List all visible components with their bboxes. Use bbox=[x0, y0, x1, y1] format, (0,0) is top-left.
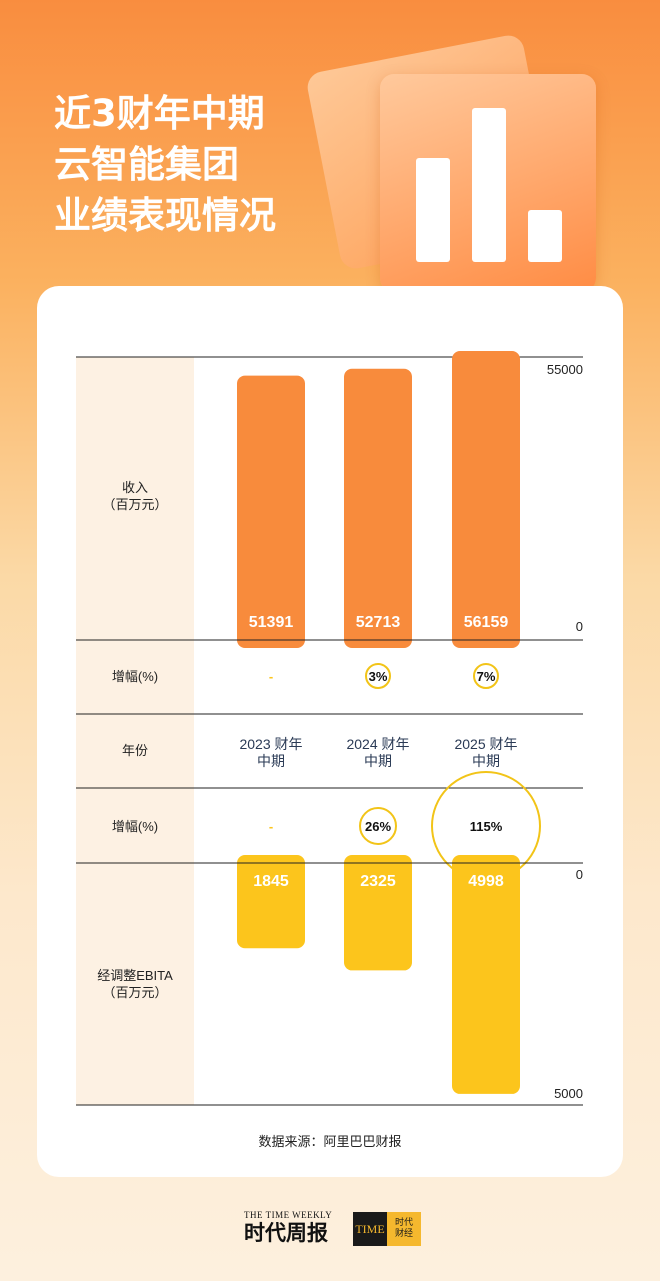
ebita-growth-value: 26% bbox=[365, 819, 391, 834]
revenue-bar bbox=[237, 375, 305, 648]
ebita-bar bbox=[344, 855, 412, 971]
brand-wordmark: THE TIME WEEKLY 时代周报 bbox=[244, 1210, 332, 1246]
data-source: 数据来源：阿里巴巴财报 bbox=[258, 1134, 401, 1149]
revenue-growth-value: 3% bbox=[369, 669, 388, 684]
title-line-2: 云智能集团 bbox=[54, 143, 239, 186]
revenue-bar bbox=[344, 368, 412, 648]
revenue-value-label: 52713 bbox=[356, 614, 401, 631]
ebita-axis-label: 0 bbox=[576, 867, 583, 882]
title-line-1: 近3财年中期 bbox=[54, 92, 265, 135]
revenue-bar-base bbox=[344, 630, 412, 640]
revenue-row-label: （百万元） bbox=[102, 497, 167, 512]
label-column bbox=[76, 357, 194, 1105]
logo-text: 时代 财经 bbox=[387, 1212, 421, 1246]
revenue-bar-base bbox=[237, 630, 305, 640]
revenue-value-label: 51391 bbox=[249, 614, 294, 631]
revenue-axis-label: 55000 bbox=[547, 362, 583, 377]
growth-highlight-circle bbox=[365, 663, 391, 689]
ebita-row-label: 经调整EBITA bbox=[97, 968, 173, 983]
year-category-label: 2023 财年 bbox=[239, 736, 302, 752]
year-category-label: 2024 财年 bbox=[346, 736, 409, 752]
revenue-bar-base bbox=[452, 630, 520, 640]
ebita-bar bbox=[237, 855, 305, 949]
growth-highlight-circle bbox=[359, 807, 397, 845]
year-category-label: 2025 财年 bbox=[454, 736, 517, 752]
brand-english: THE TIME WEEKLY bbox=[244, 1210, 333, 1220]
ebita-growth-value: - bbox=[269, 819, 273, 834]
ebita-growth-value: 115% bbox=[470, 819, 503, 834]
revenue-axis-label: 0 bbox=[576, 619, 583, 634]
ebita-bar-base bbox=[452, 863, 520, 873]
year-category-label: 中期 bbox=[472, 753, 500, 769]
ebita-value-label: 4998 bbox=[468, 873, 504, 890]
revenue-bar bbox=[452, 351, 520, 648]
revenue-growth-value: - bbox=[269, 669, 273, 684]
ebita-bar bbox=[452, 855, 520, 1094]
year-category-label: 中期 bbox=[364, 753, 392, 769]
revenue-row-label: 收入 bbox=[122, 480, 148, 495]
ebita-bar-base bbox=[344, 863, 412, 873]
revenue-growth-value: 7% bbox=[477, 669, 496, 684]
ebita-axis-label: 5000 bbox=[554, 1086, 583, 1101]
year-category-label: 中期 bbox=[257, 753, 285, 769]
ebita-value-label: 2325 bbox=[360, 873, 396, 890]
revenue-growth-label: 增幅(%) bbox=[112, 669, 158, 684]
chart: 51391 52713 56159 55000 0 收入 （百万元） 增幅(%) - 3% 7% 年份… bbox=[76, 351, 583, 1149]
ebita-value-label: 1845 bbox=[253, 873, 289, 890]
logo-mark: TIME bbox=[353, 1212, 387, 1246]
ebita-growth-label: 增幅(%) bbox=[112, 819, 158, 834]
revenue-value-label: 56159 bbox=[464, 614, 509, 631]
bar-chart-icon bbox=[380, 74, 596, 292]
chart-card: 51391 52713 56159 55000 0 收入 （百万元） 增幅(%) - 3% 7% 年份… bbox=[37, 286, 623, 1177]
ebita-bar-base bbox=[237, 863, 305, 873]
title-line-3: 业绩表现情况 bbox=[54, 194, 276, 237]
growth-highlight-circle bbox=[473, 663, 499, 689]
ebita-row-label: （百万元） bbox=[102, 985, 167, 1000]
brand-chinese: 时代周报 bbox=[244, 1221, 328, 1245]
page-title: 近3财年中期 云智能集团 业绩表现情况 bbox=[54, 88, 276, 241]
year-row-label: 年份 bbox=[122, 743, 148, 758]
brand-logo: TIME 时代 财经 bbox=[353, 1212, 421, 1246]
